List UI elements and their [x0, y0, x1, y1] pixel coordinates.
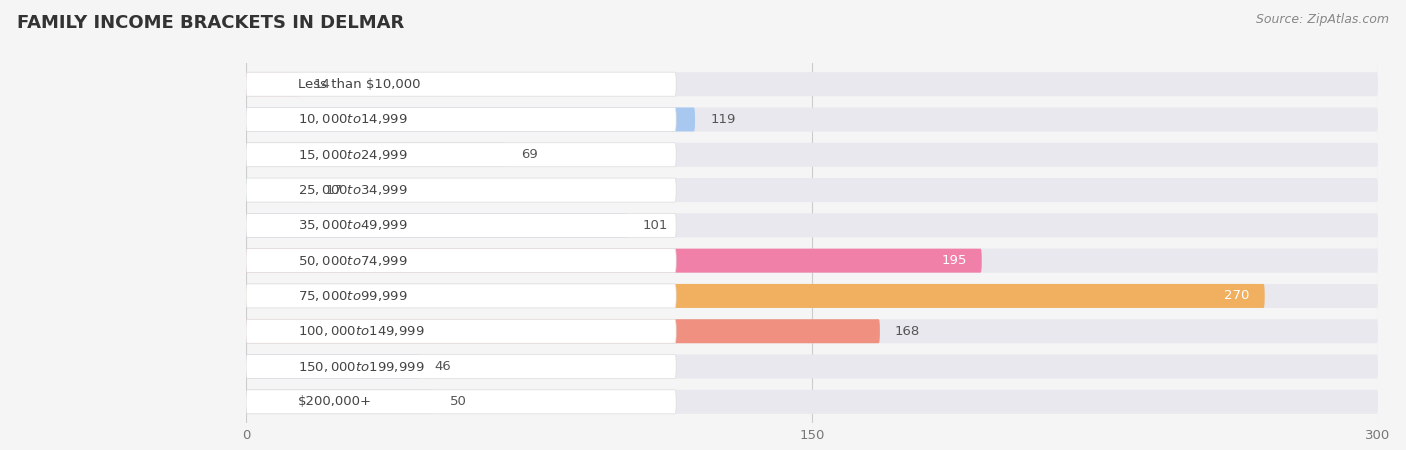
FancyBboxPatch shape — [246, 213, 627, 237]
Text: 46: 46 — [434, 360, 451, 373]
FancyBboxPatch shape — [246, 284, 1265, 308]
Text: $75,000 to $99,999: $75,000 to $99,999 — [298, 289, 408, 303]
FancyBboxPatch shape — [246, 355, 1378, 378]
Text: 119: 119 — [710, 113, 735, 126]
FancyBboxPatch shape — [246, 249, 676, 273]
Text: 168: 168 — [896, 325, 920, 338]
FancyBboxPatch shape — [246, 355, 676, 378]
FancyBboxPatch shape — [246, 108, 695, 131]
FancyBboxPatch shape — [246, 213, 676, 237]
FancyBboxPatch shape — [246, 72, 676, 96]
FancyBboxPatch shape — [246, 284, 1378, 308]
Text: $150,000 to $199,999: $150,000 to $199,999 — [298, 360, 425, 374]
FancyBboxPatch shape — [246, 143, 1378, 167]
FancyBboxPatch shape — [246, 249, 1378, 273]
FancyBboxPatch shape — [246, 108, 676, 131]
FancyBboxPatch shape — [246, 178, 1378, 202]
FancyBboxPatch shape — [246, 143, 506, 167]
Text: FAMILY INCOME BRACKETS IN DELMAR: FAMILY INCOME BRACKETS IN DELMAR — [17, 14, 404, 32]
FancyBboxPatch shape — [246, 143, 676, 167]
FancyBboxPatch shape — [246, 72, 299, 96]
Text: $10,000 to $14,999: $10,000 to $14,999 — [298, 112, 408, 126]
Text: Less than $10,000: Less than $10,000 — [298, 78, 420, 91]
Text: 101: 101 — [643, 219, 668, 232]
Text: 270: 270 — [1225, 289, 1250, 302]
Text: Source: ZipAtlas.com: Source: ZipAtlas.com — [1256, 14, 1389, 27]
Text: $35,000 to $49,999: $35,000 to $49,999 — [298, 218, 408, 232]
Text: $100,000 to $149,999: $100,000 to $149,999 — [298, 324, 425, 338]
Text: $25,000 to $34,999: $25,000 to $34,999 — [298, 183, 408, 197]
FancyBboxPatch shape — [246, 319, 1378, 343]
Text: $200,000+: $200,000+ — [298, 395, 371, 408]
FancyBboxPatch shape — [246, 249, 981, 273]
FancyBboxPatch shape — [246, 355, 419, 378]
FancyBboxPatch shape — [246, 390, 676, 414]
FancyBboxPatch shape — [246, 390, 1378, 414]
Text: $50,000 to $74,999: $50,000 to $74,999 — [298, 254, 408, 268]
Text: 195: 195 — [941, 254, 967, 267]
Text: 69: 69 — [522, 148, 538, 161]
FancyBboxPatch shape — [246, 390, 434, 414]
Text: $15,000 to $24,999: $15,000 to $24,999 — [298, 148, 408, 162]
FancyBboxPatch shape — [246, 319, 676, 343]
FancyBboxPatch shape — [246, 72, 1378, 96]
FancyBboxPatch shape — [246, 213, 1378, 237]
FancyBboxPatch shape — [246, 284, 676, 308]
Text: 17: 17 — [325, 184, 342, 197]
FancyBboxPatch shape — [246, 319, 880, 343]
FancyBboxPatch shape — [246, 178, 311, 202]
Text: 50: 50 — [450, 395, 467, 408]
FancyBboxPatch shape — [246, 178, 676, 202]
FancyBboxPatch shape — [246, 108, 1378, 131]
Text: 14: 14 — [314, 78, 330, 91]
